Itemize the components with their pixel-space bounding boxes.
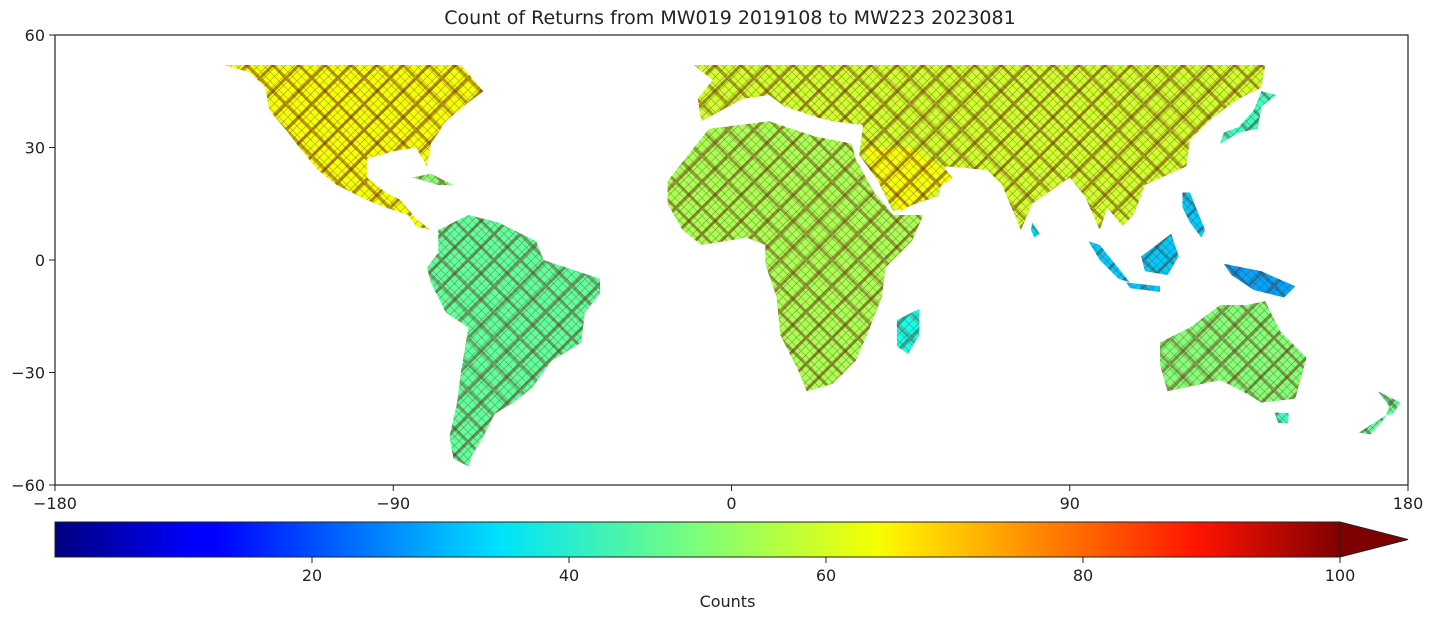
region-fine-tracks-new-zealand <box>1359 391 1401 435</box>
x-axis: −180 −90 0 90 180 <box>33 485 1423 513</box>
region-fine-tracks-new-guinea <box>1223 263 1296 298</box>
region-japan <box>1220 91 1277 144</box>
region-new-zealand <box>1359 391 1401 435</box>
land-layer <box>205 65 1401 467</box>
x-tick-label: 180 <box>1393 494 1424 513</box>
region-fine-tracks-eurasia <box>693 65 1266 230</box>
region-fine-tracks-java <box>1126 282 1160 292</box>
x-tick-label: 0 <box>726 494 736 513</box>
colorbar-tick-label: 100 <box>1325 566 1356 585</box>
region-arabian-peninsula <box>863 147 954 212</box>
region-eurasia <box>693 65 1266 230</box>
region-south-america <box>427 215 600 467</box>
colorbar-tick-label: 60 <box>816 566 836 585</box>
x-tick-label: 90 <box>1060 494 1080 513</box>
region-fine-tracks-japan <box>1220 91 1277 144</box>
colorbar-tick-label: 80 <box>1073 566 1093 585</box>
y-tick-label: −30 <box>11 364 45 383</box>
chart-title: Count of Returns from MW019 2019108 to M… <box>444 7 1015 29</box>
region-madagascar <box>896 308 920 354</box>
region-java <box>1126 282 1160 292</box>
colorbar-ticks: 20 40 60 80 100 <box>302 557 1355 585</box>
region-fine-tracks-sumatra <box>1088 241 1130 283</box>
region-australia <box>1160 301 1307 403</box>
colorbar-tick-label: 40 <box>559 566 579 585</box>
y-tick-label: 60 <box>25 26 45 45</box>
region-fine-tracks-sri-lanka <box>1031 222 1040 238</box>
colorbar: 20 40 60 80 100 Counts <box>54 521 1409 611</box>
colorbar-tick-label: 20 <box>302 566 322 585</box>
region-fine-tracks-philippines <box>1182 192 1205 238</box>
region-fine-tracks-north-america <box>205 65 484 230</box>
region-fine-tracks-south-america <box>427 215 600 467</box>
region-sri-lanka <box>1031 222 1040 238</box>
y-axis: −60 −30 0 30 60 <box>11 26 55 495</box>
region-fine-tracks-africa <box>667 121 924 392</box>
x-tick-label: −180 <box>33 494 77 513</box>
region-borneo <box>1141 233 1179 275</box>
colorbar-extend-arrow <box>1339 521 1409 558</box>
region-africa <box>667 121 924 392</box>
region-north-america <box>205 65 484 230</box>
region-new-guinea <box>1223 263 1296 298</box>
x-tick-label: −90 <box>376 494 410 513</box>
region-fine-tracks-australia <box>1160 301 1307 403</box>
region-fine-tracks-madagascar <box>896 308 920 354</box>
region-philippines <box>1182 192 1205 238</box>
region-fine-tracks-cuba <box>412 173 454 185</box>
region-tasmania <box>1274 412 1289 424</box>
colorbar-gradient <box>54 521 1341 558</box>
region-cuba <box>412 173 454 185</box>
region-fine-tracks-arabian-peninsula <box>863 147 954 212</box>
region-sumatra <box>1088 241 1130 283</box>
region-fine-tracks-tasmania <box>1274 412 1289 424</box>
y-tick-label: 30 <box>25 139 45 158</box>
y-tick-label: −60 <box>11 476 45 495</box>
y-tick-label: 0 <box>35 251 45 270</box>
region-fine-tracks-borneo <box>1141 233 1179 275</box>
colorbar-label: Counts <box>700 592 756 611</box>
